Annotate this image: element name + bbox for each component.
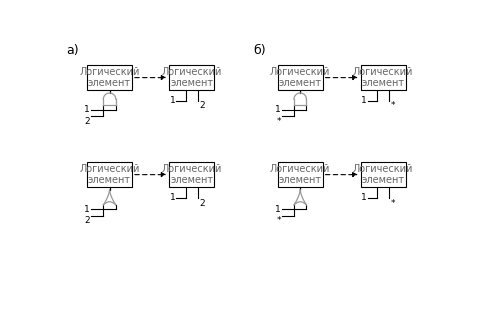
- Bar: [87, 162, 132, 187]
- Bar: [361, 162, 405, 187]
- Text: 2: 2: [199, 199, 205, 208]
- Text: 1: 1: [361, 96, 367, 105]
- Text: б): б): [253, 44, 266, 57]
- Text: 1: 1: [275, 105, 281, 114]
- Text: 1: 1: [275, 205, 281, 214]
- Text: 1: 1: [361, 193, 367, 202]
- Bar: [169, 162, 214, 187]
- Text: Логический
элемент: Логический элемент: [79, 164, 140, 185]
- Text: 2: 2: [85, 117, 90, 126]
- Text: 1: 1: [85, 205, 90, 214]
- Text: Логический
элемент: Логический элемент: [79, 67, 140, 88]
- Text: Логический
элемент: Логический элемент: [353, 164, 413, 185]
- Text: Логический
элемент: Логический элемент: [270, 164, 331, 185]
- Text: Логический
элемент: Логический элемент: [161, 67, 222, 88]
- Text: 1: 1: [170, 193, 176, 202]
- Bar: [169, 65, 214, 90]
- Text: Логический
элемент: Логический элемент: [270, 67, 331, 88]
- Text: 1: 1: [170, 96, 176, 105]
- Text: *: *: [391, 101, 396, 111]
- Text: Логический
элемент: Логический элемент: [161, 164, 222, 185]
- Bar: [277, 162, 323, 187]
- Text: *: *: [277, 216, 281, 225]
- Bar: [277, 65, 323, 90]
- Bar: [87, 65, 132, 90]
- Text: 1: 1: [85, 105, 90, 114]
- Text: *: *: [277, 117, 281, 126]
- Text: *: *: [391, 199, 396, 208]
- Text: Логический
элемент: Логический элемент: [353, 67, 413, 88]
- Text: 2: 2: [199, 101, 205, 111]
- Text: 2: 2: [85, 216, 90, 225]
- Text: а): а): [66, 44, 79, 57]
- Bar: [361, 65, 405, 90]
